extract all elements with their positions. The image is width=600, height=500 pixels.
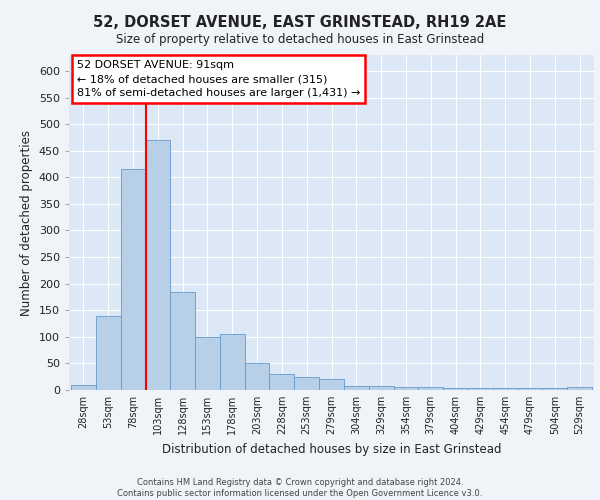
Bar <box>71 384 96 390</box>
Bar <box>195 337 220 390</box>
Text: 52 DORSET AVENUE: 91sqm
← 18% of detached houses are smaller (315)
81% of semi-d: 52 DORSET AVENUE: 91sqm ← 18% of detache… <box>77 60 360 98</box>
Bar <box>245 364 269 390</box>
Bar <box>145 140 170 390</box>
Bar <box>319 380 344 390</box>
Bar <box>269 374 294 390</box>
X-axis label: Distribution of detached houses by size in East Grinstead: Distribution of detached houses by size … <box>162 442 501 456</box>
Bar <box>294 376 319 390</box>
Bar <box>443 388 468 390</box>
Text: Contains HM Land Registry data © Crown copyright and database right 2024.
Contai: Contains HM Land Registry data © Crown c… <box>118 478 482 498</box>
Bar <box>121 170 145 390</box>
Bar <box>344 386 369 390</box>
Bar <box>369 386 394 390</box>
Y-axis label: Number of detached properties: Number of detached properties <box>20 130 33 316</box>
Text: Size of property relative to detached houses in East Grinstead: Size of property relative to detached ho… <box>116 32 484 46</box>
Bar <box>493 388 518 390</box>
Bar <box>170 292 195 390</box>
Bar <box>468 388 493 390</box>
Bar <box>418 388 443 390</box>
Text: 52, DORSET AVENUE, EAST GRINSTEAD, RH19 2AE: 52, DORSET AVENUE, EAST GRINSTEAD, RH19 … <box>94 15 506 30</box>
Bar <box>394 388 418 390</box>
Bar <box>518 388 542 390</box>
Bar <box>542 388 567 390</box>
Bar <box>220 334 245 390</box>
Bar <box>567 388 592 390</box>
Bar <box>96 316 121 390</box>
